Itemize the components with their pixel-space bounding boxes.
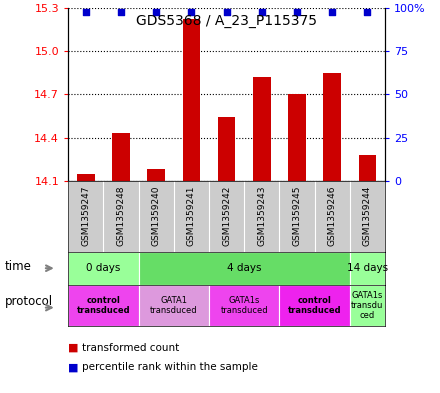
- Bar: [253, 77, 271, 181]
- Bar: [323, 73, 341, 181]
- Text: GSM1359243: GSM1359243: [257, 186, 266, 246]
- Text: GSM1359244: GSM1359244: [363, 186, 372, 246]
- Text: 0 days: 0 days: [86, 263, 121, 273]
- Text: ■: ■: [68, 343, 79, 353]
- Text: ■: ■: [68, 362, 79, 373]
- Point: [188, 9, 195, 15]
- Bar: [218, 118, 235, 181]
- Text: 14 days: 14 days: [347, 263, 388, 273]
- Text: protocol: protocol: [4, 295, 52, 308]
- Point: [117, 9, 125, 15]
- Bar: [350, 285, 385, 326]
- Bar: [147, 169, 165, 181]
- Text: GSM1359248: GSM1359248: [117, 186, 125, 246]
- Text: control
transduced: control transduced: [288, 296, 341, 315]
- Text: GDS5368 / A_23_P115375: GDS5368 / A_23_P115375: [136, 14, 317, 28]
- Bar: [139, 285, 209, 326]
- Bar: [183, 19, 200, 181]
- Text: GATA1s
transduced: GATA1s transduced: [220, 296, 268, 315]
- Text: GSM1359242: GSM1359242: [222, 186, 231, 246]
- Text: control
transduced: control transduced: [77, 296, 130, 315]
- Bar: [68, 252, 139, 285]
- Point: [364, 9, 371, 15]
- Text: time: time: [4, 260, 31, 273]
- Text: GSM1359241: GSM1359241: [187, 186, 196, 246]
- Bar: [68, 285, 139, 326]
- Bar: [279, 285, 350, 326]
- Text: GSM1359240: GSM1359240: [152, 186, 161, 246]
- Bar: [209, 285, 279, 326]
- Text: GATA1s
transdu
ced: GATA1s transdu ced: [351, 291, 384, 320]
- Point: [258, 9, 265, 15]
- Bar: [350, 252, 385, 285]
- Text: transformed count: transformed count: [82, 343, 180, 353]
- Text: percentile rank within the sample: percentile rank within the sample: [82, 362, 258, 373]
- Point: [153, 9, 160, 15]
- Bar: [359, 155, 376, 181]
- Bar: [112, 133, 130, 181]
- Bar: [139, 252, 350, 285]
- Point: [82, 9, 89, 15]
- Text: GSM1359245: GSM1359245: [293, 186, 301, 246]
- Text: 4 days: 4 days: [227, 263, 261, 273]
- Text: GSM1359247: GSM1359247: [81, 186, 90, 246]
- Text: GSM1359246: GSM1359246: [328, 186, 337, 246]
- Bar: [288, 94, 306, 181]
- Point: [293, 9, 301, 15]
- Bar: [77, 174, 95, 181]
- Point: [329, 9, 336, 15]
- Point: [223, 9, 230, 15]
- Text: GATA1
transduced: GATA1 transduced: [150, 296, 198, 315]
